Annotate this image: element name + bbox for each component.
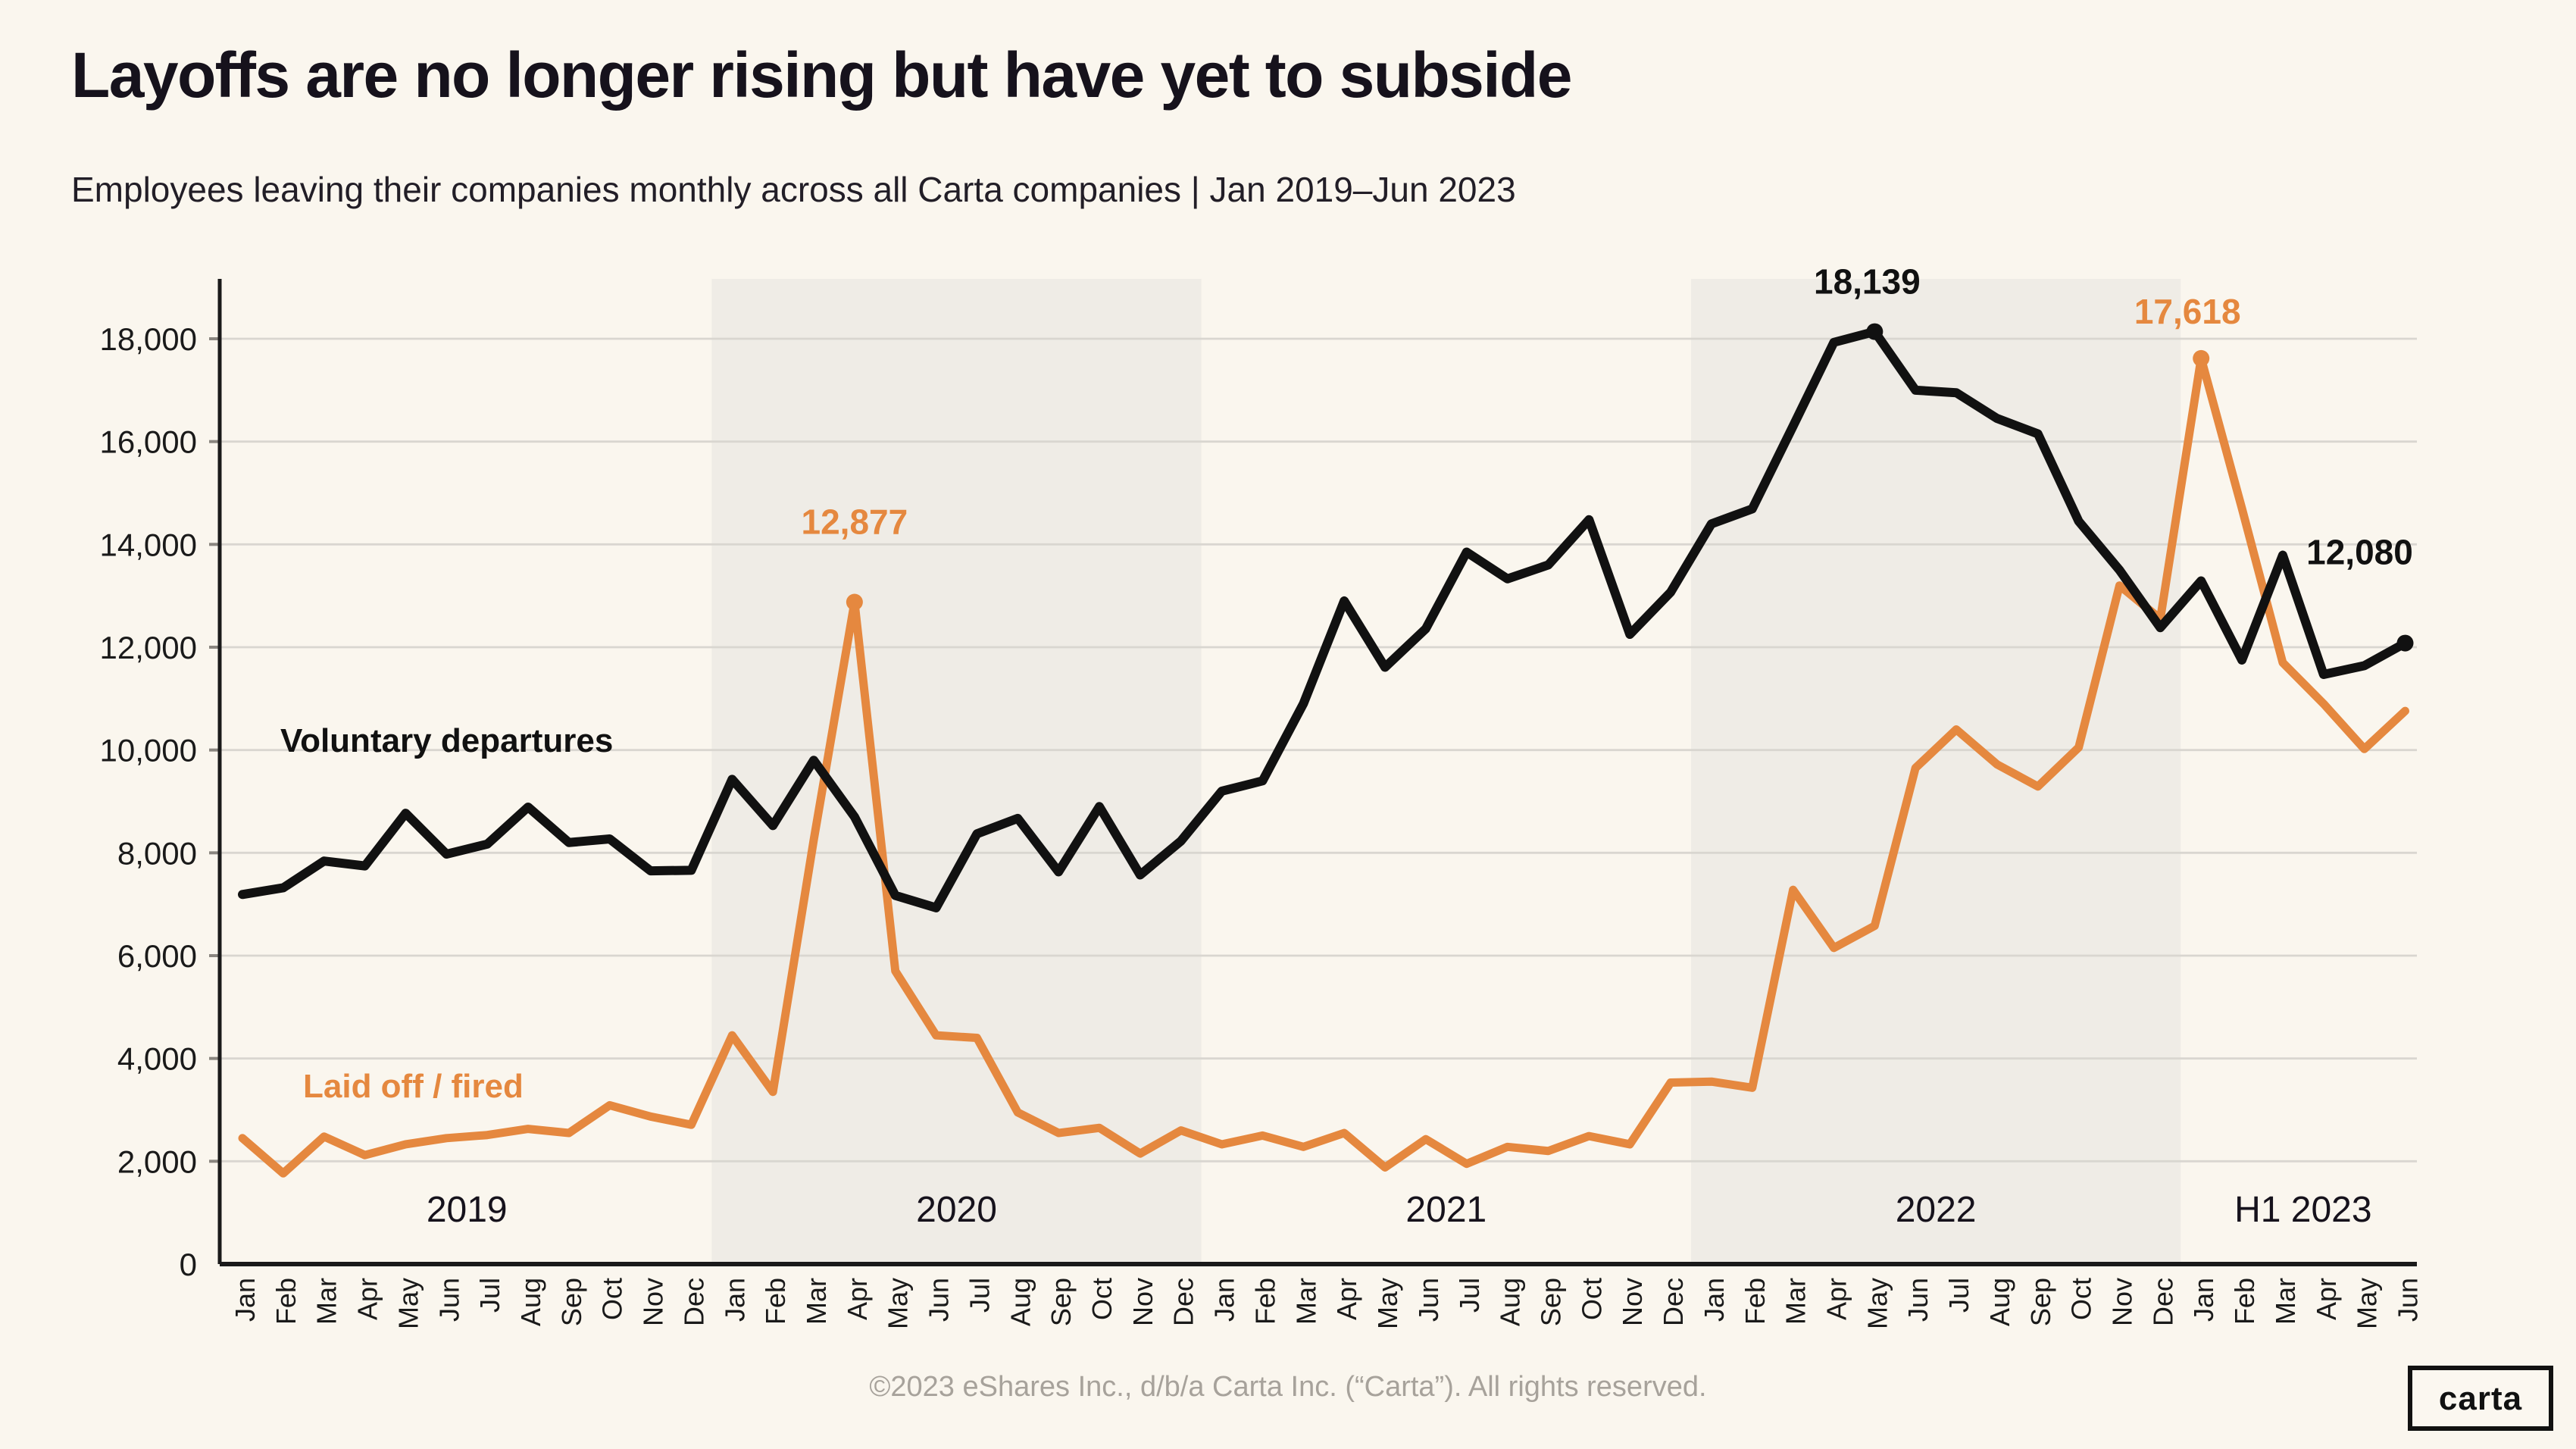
month-tick-label: Apr [1821,1278,1852,1320]
month-tick-label: May [1862,1278,1893,1329]
year-label-2019: 2019 [427,1190,508,1230]
y-tick-label: 16,000 [100,424,197,460]
month-tick-label: Feb [760,1278,791,1325]
month-tick-label: Dec [1658,1278,1689,1326]
series-line-voluntary-departures [238,327,2410,912]
year-label-2021: 2021 [1405,1190,1487,1230]
month-tick-label: Dec [1168,1278,1199,1326]
month-tick-label: Feb [2229,1278,2260,1325]
data-point-marker [2396,634,2414,652]
month-tick-label: Mar [311,1278,342,1325]
y-tick-label: 0 [180,1247,197,1282]
series-label-voluntary-departures: Voluntary departures [280,722,613,759]
month-tick-label: Sep [1046,1278,1077,1326]
month-tick-label: Aug [515,1278,546,1326]
y-tick-label: 10,000 [100,733,197,768]
month-tick-label: Sep [556,1278,587,1326]
month-tick-label: Jan [719,1278,750,1322]
month-tick-label: Oct [1086,1278,1118,1320]
month-tick-label: Aug [1984,1278,2015,1326]
month-tick-label: Mar [1290,1278,1321,1325]
month-tick-label: Feb [1740,1278,1771,1325]
annotation-label: 12,877 [802,502,908,542]
carta-logo-text: carta [2438,1379,2523,1416]
series-label-laid-off-fired: Laid off / fired [303,1068,524,1105]
y-tick-label: 6,000 [117,938,197,974]
shaded-band-2022 [1690,279,2181,1264]
y-tick-label: 4,000 [117,1041,197,1077]
month-tick-label: Jan [2188,1278,2219,1322]
month-tick-label: Apr [842,1278,873,1320]
data-point-marker [846,593,863,611]
month-tick-label: Jan [1699,1278,1730,1322]
month-tick-label: Oct [1576,1278,1607,1320]
data-point-marker [2193,349,2210,367]
month-tick-label: Nov [1617,1278,1648,1326]
month-tick-label: Sep [1535,1278,1566,1326]
month-tick-label: Jul [474,1278,505,1313]
month-tick-label: Jun [1902,1278,1934,1322]
month-tick-label: Oct [597,1278,628,1320]
month-tick-label: Feb [1249,1278,1280,1325]
month-tick-label: Apr [352,1278,383,1320]
month-tick-label: Sep [2025,1278,2056,1326]
month-tick-label: Nov [2106,1278,2137,1326]
month-tick-label: May [1372,1278,1403,1329]
series-line-laid-off-fired [238,354,2409,1178]
month-tick-label: Mar [801,1278,832,1325]
month-tick-label: Oct [2066,1278,2097,1320]
month-tick-label: Mar [2270,1278,2301,1325]
page-title: Layoffs are no longer rising but have ye… [71,39,1572,111]
page-subtitle: Employees leaving their companies monthl… [71,170,1516,209]
y-tick-label: 2,000 [117,1144,197,1179]
month-tick-label: Apr [2311,1278,2342,1320]
y-tick-label: 18,000 [100,321,197,357]
month-tick-label: Nov [1127,1278,1158,1326]
carta-logo: carta [2408,1366,2553,1431]
month-tick-label: Nov [638,1278,669,1326]
month-tick-label: May [883,1278,914,1329]
month-tick-label: May [2352,1278,2383,1329]
month-tick-label: Feb [270,1278,302,1325]
annotation-label: 18,139 [1814,262,1921,302]
month-tick-label: Jun [433,1278,464,1322]
month-tick-label: Jan [230,1278,261,1322]
year-label-2020: 2020 [916,1190,997,1230]
year-label-2022: 2022 [1896,1190,1977,1230]
month-tick-label: Jul [1454,1278,1485,1313]
year-label-H1-2023: H1 2023 [2234,1190,2371,1230]
month-tick-label: Jul [964,1278,995,1313]
month-tick-label: Apr [1331,1278,1362,1320]
month-tick-label: Mar [1780,1278,1812,1325]
month-tick-label: Jun [924,1278,955,1322]
shaded-band-2020 [711,279,1202,1264]
month-tick-label: Aug [1495,1278,1526,1326]
month-tick-label: Jan [1209,1278,1240,1322]
month-tick-label: Jul [1943,1278,1974,1313]
month-tick-label: May [392,1278,424,1329]
month-tick-label: Aug [1005,1278,1036,1326]
month-tick-label: Jun [2392,1278,2423,1322]
y-tick-label: 12,000 [100,630,197,665]
y-tick-label: 14,000 [100,527,197,562]
copyright-text: ©2023 eShares Inc., d/b/a Carta Inc. (“C… [869,1372,1707,1404]
annotation-label: 17,618 [2134,292,2241,331]
y-tick-label: 8,000 [117,835,197,871]
month-tick-label: Jun [1413,1278,1444,1322]
annotation-label: 12,080 [2306,533,2413,572]
month-tick-label: Dec [678,1278,709,1326]
month-tick-label: Dec [2147,1278,2178,1326]
data-point-marker [1866,323,1884,340]
